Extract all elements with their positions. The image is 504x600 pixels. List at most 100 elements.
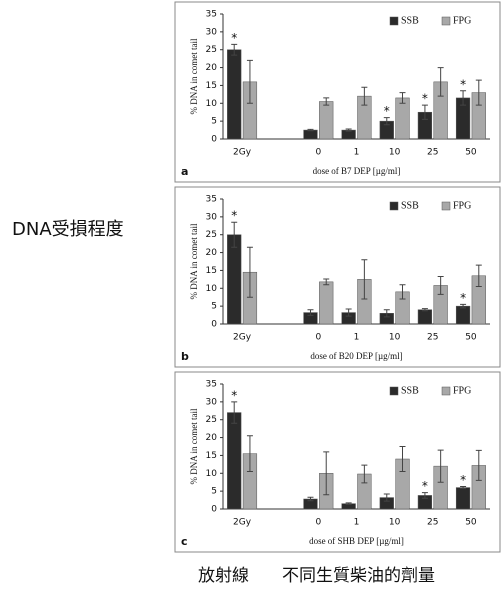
y-tick-label: 35 xyxy=(206,10,217,20)
y-tick-label: 30 xyxy=(206,212,218,222)
error-bar xyxy=(475,79,482,106)
error-bar xyxy=(231,401,238,424)
error-bar xyxy=(437,449,444,483)
error-bar xyxy=(246,435,253,472)
error-bar xyxy=(399,284,406,300)
error-bar xyxy=(399,92,406,104)
x-tick-label: 1 xyxy=(354,333,360,343)
significance-mark: * xyxy=(460,77,466,91)
error-bar xyxy=(323,97,330,106)
error-bar xyxy=(475,449,482,481)
x-tick-label: 2Gy xyxy=(233,148,252,158)
y-tick-label: 15 xyxy=(206,451,217,461)
error-bar xyxy=(361,86,368,106)
error-bar xyxy=(437,276,444,295)
error-bar xyxy=(246,246,253,298)
y-tick-label: 10 xyxy=(206,284,218,294)
error-bar xyxy=(307,496,314,502)
bar xyxy=(227,234,242,325)
bar xyxy=(319,281,334,325)
error-bar xyxy=(345,128,352,132)
x-tick-label: 50 xyxy=(465,333,477,343)
error-bar xyxy=(361,464,368,484)
error-bar xyxy=(460,486,467,490)
y-tick-label: 20 xyxy=(206,433,218,443)
bar xyxy=(395,97,410,140)
x-tick-label: 50 xyxy=(465,518,477,528)
bar xyxy=(227,49,242,140)
legend-label: FPG xyxy=(453,200,471,211)
y-axis-label: % DNA in comet tail xyxy=(189,408,199,484)
y-tick-label: 20 xyxy=(206,63,218,73)
significance-mark: * xyxy=(422,92,428,106)
x-axis-label: dose of SHB DEP [µg/ml] xyxy=(309,536,404,546)
error-bar xyxy=(231,43,238,56)
y-tick-label: 30 xyxy=(206,397,218,407)
error-bar xyxy=(361,259,368,300)
x-tick-label: 1 xyxy=(354,518,360,528)
y-tick-label: 0 xyxy=(211,320,217,330)
bar xyxy=(417,309,433,325)
x-tick-label: 0 xyxy=(315,333,321,343)
error-bar xyxy=(399,446,406,472)
bottom-label: 不同生質柴油的劑量 xyxy=(282,566,435,586)
legend-label: SSB xyxy=(401,200,419,211)
significance-mark: * xyxy=(231,31,237,45)
bar xyxy=(227,412,242,510)
legend-label: SSB xyxy=(401,385,419,396)
x-tick-label: 0 xyxy=(315,148,321,158)
legend-label: FPG xyxy=(453,15,471,26)
significance-mark: * xyxy=(460,291,466,305)
error-bar xyxy=(231,221,238,248)
panel-letter: a xyxy=(181,165,188,178)
y-axis-label: % DNA in comet tail xyxy=(189,38,199,114)
y-tick-label: 5 xyxy=(211,117,217,127)
x-tick-label: 25 xyxy=(427,518,438,528)
y-tick-label: 0 xyxy=(211,505,217,515)
error-bar xyxy=(460,303,467,309)
error-bar xyxy=(345,308,352,317)
y-tick-label: 25 xyxy=(206,45,217,55)
y-tick-label: 25 xyxy=(206,415,217,425)
panel-frame xyxy=(174,186,501,368)
y-axis-label: % DNA in comet tail xyxy=(189,223,199,299)
error-bar xyxy=(475,264,482,287)
x-tick-label: 10 xyxy=(389,333,401,343)
x-tick-label: 10 xyxy=(389,518,401,528)
error-bar xyxy=(323,451,330,496)
error-bar xyxy=(421,308,428,312)
x-tick-label: 2Gy xyxy=(233,333,252,343)
significance-mark: * xyxy=(231,209,237,223)
panel-frame xyxy=(174,371,501,553)
x-tick-label: 0 xyxy=(315,518,321,528)
x-axis-label: dose of B20 DEP [µg/ml] xyxy=(310,351,402,361)
bottom-label: 放射線 xyxy=(198,566,249,586)
error-bar xyxy=(307,128,314,132)
y-tick-label: 15 xyxy=(206,81,217,91)
error-bar xyxy=(383,117,390,126)
error-bar xyxy=(323,278,330,286)
y-tick-label: 25 xyxy=(206,230,217,240)
x-tick-label: 1 xyxy=(354,148,360,158)
error-bar xyxy=(307,309,314,316)
legend-swatch xyxy=(389,201,399,211)
y-tick-label: 5 xyxy=(211,487,217,497)
error-bar xyxy=(421,492,428,499)
x-axis-label: dose of B7 DEP [µg/ml] xyxy=(313,166,401,176)
bar xyxy=(319,101,334,140)
significance-mark: * xyxy=(384,104,390,118)
error-bar xyxy=(460,90,467,106)
y-tick-label: 20 xyxy=(206,248,218,258)
error-bar xyxy=(383,493,390,502)
y-tick-label: 35 xyxy=(206,380,217,390)
legend-swatch xyxy=(389,16,399,26)
x-tick-label: 25 xyxy=(427,148,438,158)
y-tick-label: 10 xyxy=(206,99,218,109)
error-bar xyxy=(421,104,428,120)
error-bar xyxy=(383,309,390,318)
y-tick-label: 5 xyxy=(211,302,217,312)
y-tick-label: 10 xyxy=(206,469,218,479)
legend-swatch xyxy=(441,386,451,396)
y-tick-label: 30 xyxy=(206,27,218,37)
